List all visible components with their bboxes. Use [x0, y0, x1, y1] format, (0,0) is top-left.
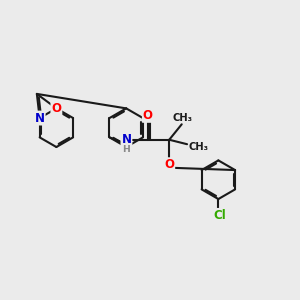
Text: O: O: [164, 158, 174, 171]
Text: N: N: [34, 112, 45, 124]
Text: N: N: [122, 133, 131, 146]
Text: H: H: [123, 145, 130, 154]
Text: CH₃: CH₃: [188, 142, 208, 152]
Text: O: O: [51, 102, 62, 115]
Text: CH₃: CH₃: [173, 113, 193, 123]
Text: Cl: Cl: [214, 209, 226, 222]
Text: O: O: [143, 109, 153, 122]
